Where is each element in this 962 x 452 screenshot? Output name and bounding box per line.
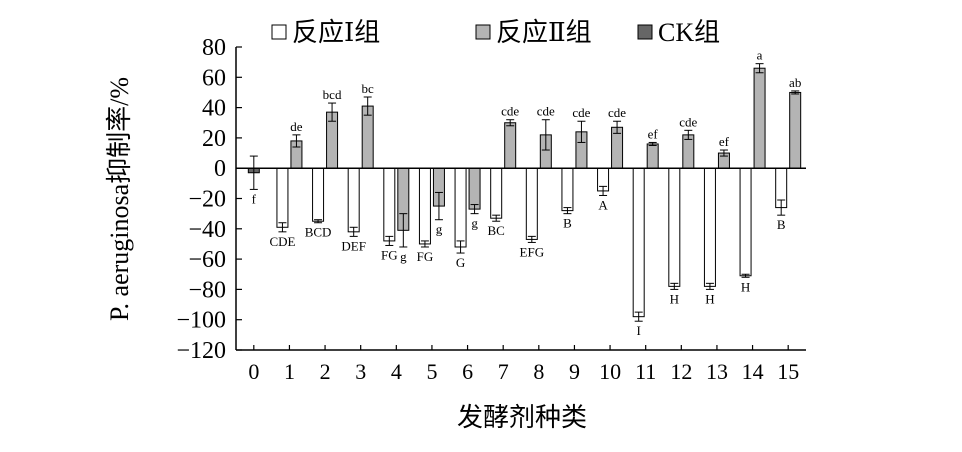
- bar: [789, 91, 802, 169]
- x-tick-label: 0: [248, 359, 259, 384]
- significance-label: bcd: [323, 87, 342, 102]
- y-tick-label: −40: [188, 217, 226, 243]
- x-tick-label: 13: [706, 359, 728, 384]
- y-tick-label: 40: [202, 96, 226, 122]
- bar: [561, 167, 574, 212]
- legend-label: CK组: [658, 18, 720, 47]
- x-axis-title: 发酵剂种类: [457, 403, 587, 432]
- bar: [739, 167, 752, 277]
- y-tick-label: 20: [202, 126, 226, 152]
- bar: [276, 167, 289, 228]
- bar: [418, 167, 431, 245]
- y-tick-label: 0: [214, 156, 226, 182]
- legend-swatch: [271, 24, 287, 40]
- x-tick-label: 6: [462, 359, 473, 384]
- significance-label: bc: [362, 81, 375, 96]
- bar: [454, 167, 467, 248]
- bar: [668, 167, 681, 287]
- significance-label: ef: [648, 126, 659, 141]
- bar: [490, 167, 503, 219]
- y-tick-label: 60: [202, 65, 226, 91]
- significance-label: DEF: [341, 238, 366, 253]
- x-tick-label: 5: [426, 359, 437, 384]
- bar: [703, 167, 716, 287]
- significance-label: H: [705, 291, 714, 306]
- y-tick-label: −120: [176, 338, 226, 364]
- y-axis-title: P. aeruginosa抑制率/%: [105, 77, 134, 321]
- significance-label: ab: [789, 75, 801, 90]
- y-tick-label: −20: [188, 187, 226, 213]
- bar: [383, 167, 396, 242]
- bar: [347, 167, 360, 233]
- significance-label: cde: [608, 105, 626, 120]
- y-tick-label: −80: [188, 277, 226, 303]
- legend: 反应Ⅰ组 反应Ⅱ组 CK组: [271, 18, 720, 47]
- significance-label: I: [637, 323, 641, 338]
- significance-label: g: [436, 222, 443, 237]
- significance-label: CDE: [269, 234, 295, 249]
- significance-label: A: [598, 197, 608, 212]
- bar: [468, 167, 481, 210]
- x-tick-label: 1: [284, 359, 295, 384]
- y-tick-label: −60: [188, 247, 226, 273]
- significance-label: g: [400, 249, 407, 264]
- bar: [753, 67, 766, 169]
- significance-label: G: [456, 255, 465, 270]
- significance-label: g: [471, 216, 478, 231]
- significance-label: cde: [501, 104, 519, 119]
- bar: [525, 167, 538, 240]
- axis-titles: 发酵剂种类 P. aeruginosa抑制率/%: [105, 77, 587, 432]
- significance-label: H: [741, 279, 750, 294]
- bars: CDE BCD DEF FG FG G BC EFG B A I H H H Bde bcd bc g g g cde c…: [247, 48, 802, 338]
- significance-label: FG: [381, 247, 398, 262]
- legend-swatch: [637, 24, 653, 40]
- legend-swatch: [475, 24, 491, 40]
- x-tick-label: 15: [777, 359, 799, 384]
- significance-label: ef: [719, 134, 730, 149]
- significance-label: FG: [417, 249, 434, 264]
- x-tick-label: 2: [320, 359, 331, 384]
- significance-label: BC: [488, 223, 505, 238]
- significance-label: cde: [537, 104, 555, 119]
- y-tick-label: 80: [202, 35, 226, 61]
- bar: [646, 143, 659, 169]
- y-axis: 80 60 40 20 0 −20 −40 −60 −80 −100 −120: [176, 35, 242, 364]
- significance-label: cde: [572, 105, 590, 120]
- x-tick-label: 9: [569, 359, 580, 384]
- x-tick-label: 10: [599, 359, 621, 384]
- significance-label: BCD: [305, 225, 332, 240]
- x-tick-label: 4: [391, 359, 402, 384]
- significance-label: f: [252, 191, 257, 206]
- significance-label: H: [670, 291, 679, 306]
- x-tick-label: 8: [533, 359, 544, 384]
- bar: [504, 122, 517, 169]
- significance-label: B: [777, 217, 786, 232]
- significance-label: B: [563, 216, 572, 231]
- significance-label: EFG: [520, 244, 545, 259]
- x-tick-label: 3: [355, 359, 366, 384]
- x-tick-label: 11: [635, 359, 656, 384]
- significance-label: cde: [679, 114, 697, 129]
- significance-label: de: [290, 119, 303, 134]
- significance-label: a: [757, 48, 763, 63]
- x-tick-label: 14: [742, 359, 764, 384]
- bar: [312, 167, 325, 222]
- bar: [632, 167, 645, 318]
- legend-label: 反应Ⅱ组: [496, 18, 592, 47]
- x-axis: 0 1 2 3 4 5 6 7 8 9 10 11 12 13 14 15: [236, 167, 806, 384]
- x-tick-label: 7: [498, 359, 509, 384]
- y-tick-label: −100: [176, 308, 226, 334]
- x-tick-label: 12: [670, 359, 692, 384]
- legend-label: 反应Ⅰ组: [292, 18, 380, 47]
